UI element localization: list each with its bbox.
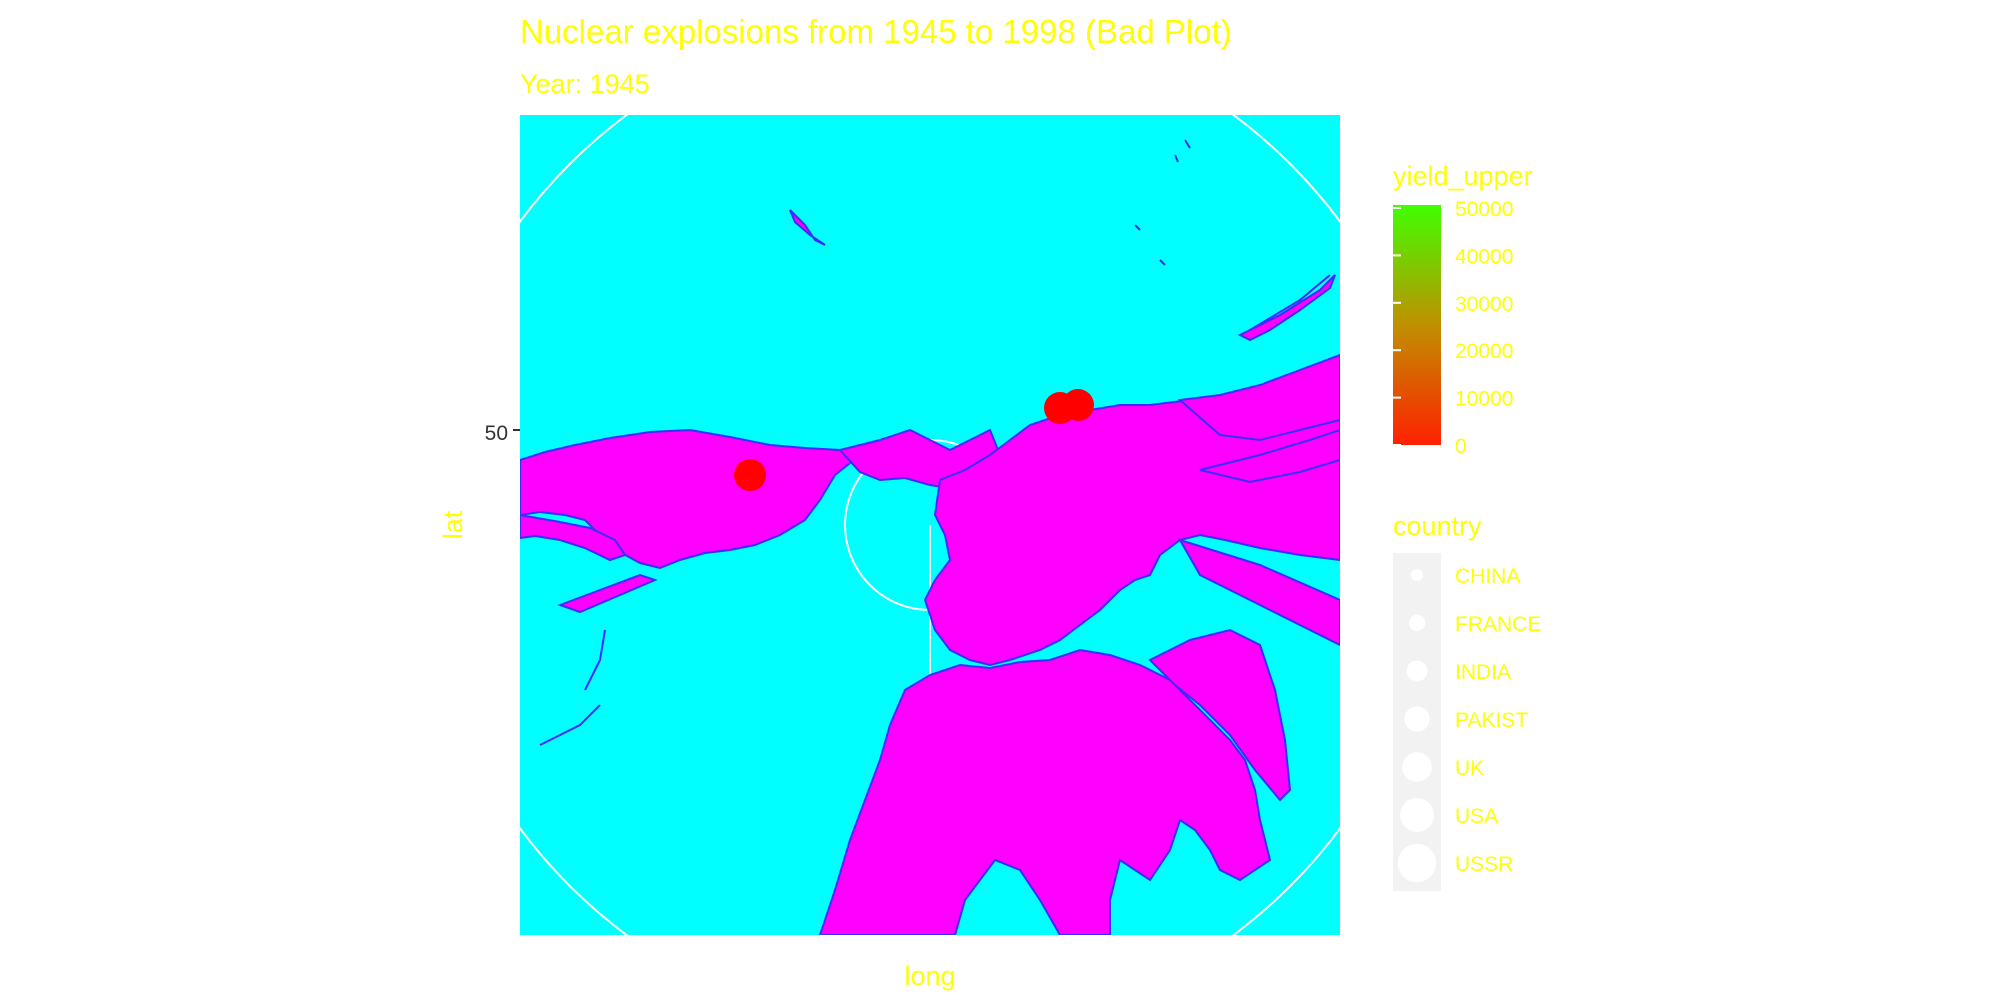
legend-country-entries: CHINA FRANCE INDIA PAKIST UK USA USSR bbox=[1397, 565, 1541, 883]
land-islands-3 bbox=[1249, 274, 1331, 331]
legend-country-label-pakist: PAKIST bbox=[1455, 709, 1528, 732]
land-aleutians bbox=[557, 573, 658, 614]
chart-subtitle: Year: 1945 bbox=[520, 69, 650, 99]
legend-yield-tick-label: 10000 bbox=[1455, 388, 1513, 411]
chart-title: Nuclear explosions from 1945 to 1998 (Ba… bbox=[520, 13, 1232, 50]
legend-country-key-uk bbox=[1402, 752, 1432, 782]
land-africa bbox=[818, 648, 1272, 935]
legend-yield-tick-label: 0 bbox=[1455, 435, 1467, 458]
legend-country-title: country bbox=[1393, 511, 1482, 541]
plot-panel: 50 bbox=[485, 115, 1340, 935]
legend-country-key-china bbox=[1411, 569, 1423, 581]
data-point-usa-0 bbox=[734, 459, 766, 491]
legend-country-key-india bbox=[1406, 660, 1428, 682]
data-point-usa-2 bbox=[1062, 389, 1094, 421]
land-arabia bbox=[1148, 628, 1292, 802]
y-axis-label: lat bbox=[438, 510, 468, 539]
legend-yield-tick-label: 50000 bbox=[1455, 198, 1513, 221]
legend-country-key-usa bbox=[1400, 798, 1434, 832]
legend-country-key-ussr bbox=[1397, 843, 1437, 883]
land-alaska-chain bbox=[520, 513, 627, 562]
land-siberia-arm bbox=[1177, 353, 1340, 442]
legend-yield-title: yield_upper bbox=[1393, 161, 1533, 191]
land-east-spike bbox=[1177, 538, 1340, 647]
legend-country-key-france bbox=[1408, 614, 1426, 632]
x-axis-label: long bbox=[904, 961, 955, 991]
legend-country-label-ussr: USSR bbox=[1455, 853, 1513, 876]
legend-yield-colorbar bbox=[1393, 205, 1441, 445]
points-layer bbox=[734, 389, 1094, 491]
legend-yield-tick-label: 40000 bbox=[1455, 245, 1513, 268]
land-islands-2 bbox=[1134, 139, 1191, 266]
legend-country-label-france: FRANCE bbox=[1455, 613, 1541, 636]
legend-yield: yield_upper 50000 40000 30000 20000 10000 0 bbox=[1393, 161, 1533, 458]
legend-yield-ticks: 50000 40000 30000 20000 10000 0 bbox=[1393, 198, 1513, 458]
land-aleutians-tail bbox=[539, 629, 606, 746]
legend-yield-tick-label: 30000 bbox=[1455, 293, 1513, 316]
legend-yield-tick-label: 20000 bbox=[1455, 340, 1513, 363]
legend-country-label-india: INDIA bbox=[1455, 661, 1511, 684]
legend-country-label-china: CHINA bbox=[1455, 565, 1520, 588]
land-kamchatka-arm bbox=[1199, 428, 1340, 484]
legend-country-label-usa: USA bbox=[1455, 805, 1498, 828]
land-north-america bbox=[520, 428, 863, 570]
legend-country-label-uk: UK bbox=[1455, 757, 1484, 780]
land-japan-arc bbox=[1237, 274, 1336, 342]
map-layer bbox=[520, 115, 1340, 935]
legend-country: country CHINA FRANCE INDIA PAKIST UK USA USSR bbox=[1393, 511, 1541, 891]
y-tick-label: 50 bbox=[485, 422, 508, 445]
land-islands-1 bbox=[789, 209, 826, 246]
legend-country-key-pakist bbox=[1404, 706, 1430, 732]
